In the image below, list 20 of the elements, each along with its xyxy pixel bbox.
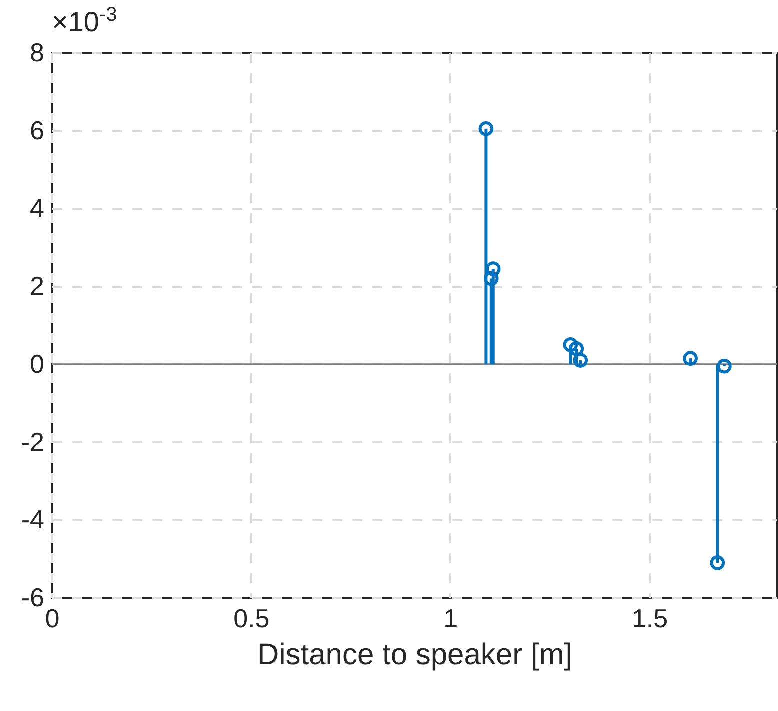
y-tick-label: 0	[30, 348, 44, 379]
point	[710, 556, 726, 570]
x-tick-label: 1.5	[632, 604, 668, 634]
point	[717, 358, 732, 374]
y-tick-label: -4	[21, 504, 44, 535]
y-tick-label: -2	[21, 426, 44, 457]
y-tick-label: 6	[30, 115, 44, 146]
point	[478, 122, 494, 136]
y-tick-label: 2	[30, 271, 44, 302]
point	[486, 262, 501, 276]
point	[683, 351, 698, 366]
x-tick-label: 0.5	[234, 604, 270, 634]
x-tick-label: 1	[444, 604, 458, 634]
y-tick-label: -6	[21, 582, 44, 612]
x-axis-title: Distance to speaker [m]	[257, 638, 573, 672]
point	[569, 341, 584, 356]
y-tick-label: 4	[30, 193, 44, 224]
point	[573, 353, 588, 368]
y-tick-label: 8	[30, 38, 44, 68]
text: ×10$^{-3}$	[52, 4, 118, 38]
